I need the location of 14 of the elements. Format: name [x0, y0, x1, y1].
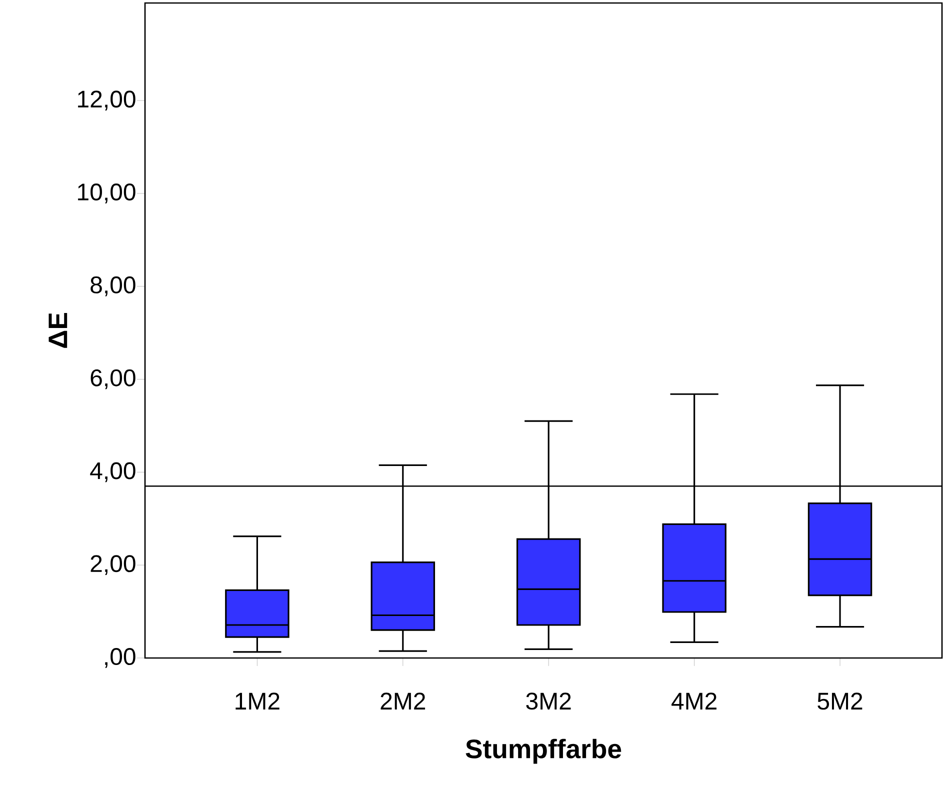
x-axis-title: Stumpffarbe [466, 738, 622, 764]
y-tick-label: 8,00 [90, 276, 136, 296]
y-tick-label: ,00 [105, 648, 136, 668]
x-tick-label: 5M2 [818, 692, 862, 710]
y-axis-title: ΔE [48, 313, 68, 348]
y-tick-label: 4,00 [90, 462, 136, 482]
y-tick-label: 2,00 [90, 555, 136, 575]
y-tick-label: 12,00 [78, 90, 136, 110]
x-tick-label: 2M2 [380, 692, 426, 710]
x-tick-label: 4M2 [672, 692, 716, 710]
y-tick-label: 6,00 [90, 369, 136, 390]
x-tick-label: 3M2 [526, 692, 571, 710]
x-tick-label: 1M2 [236, 692, 280, 710]
y-tick-label: 10,00 [78, 184, 136, 204]
